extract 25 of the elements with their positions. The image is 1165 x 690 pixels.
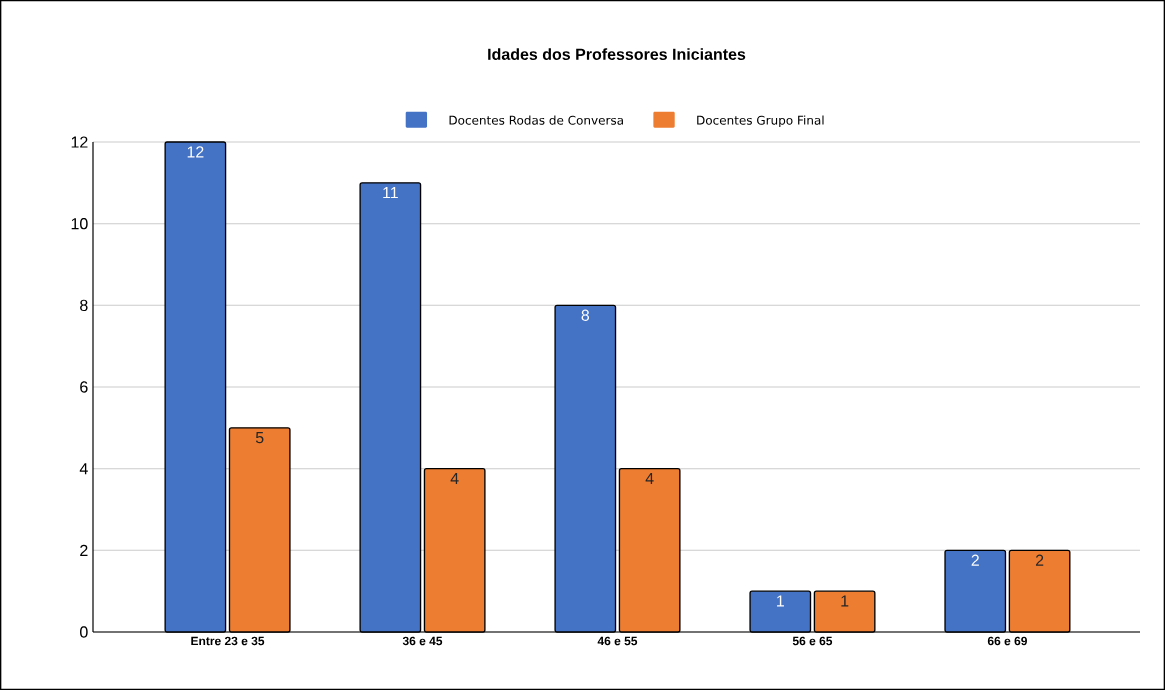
data-label: 2 xyxy=(1035,554,1044,566)
y-tick-label: 4 xyxy=(79,463,88,475)
x-tick-label: 46 e 55 xyxy=(597,636,638,646)
y-tick-label: 6 xyxy=(80,381,88,393)
x-tick-label: 56 e 65 xyxy=(792,636,833,646)
x-tick-label: Entre 23 e 35 xyxy=(191,636,265,646)
data-label: 1 xyxy=(841,595,849,607)
data-label: 8 xyxy=(581,309,590,321)
y-tick-label: 2 xyxy=(80,544,88,556)
legend-label: Docentes Grupo Final xyxy=(697,115,824,128)
legend-label: Docentes Rodas de Conversa xyxy=(449,115,623,125)
data-label: 1 xyxy=(777,595,784,607)
chart-title: Idades dos Professores Iniciantes xyxy=(488,48,746,60)
data-label: 4 xyxy=(450,472,459,484)
y-tick-label: 8 xyxy=(80,299,88,311)
x-tick-label: 66 e 69 xyxy=(987,636,1027,646)
data-label: 2 xyxy=(971,554,979,566)
data-label: 5 xyxy=(255,432,264,444)
data-label: 4 xyxy=(645,472,654,484)
data-label: 11 xyxy=(383,187,398,199)
data-label: 12 xyxy=(187,146,204,158)
y-tick-label: 0 xyxy=(80,626,88,638)
y-tick-label: 10 xyxy=(71,218,88,230)
x-tick-label: 36 e 45 xyxy=(402,636,443,646)
y-tick-label: 12 xyxy=(71,136,88,148)
